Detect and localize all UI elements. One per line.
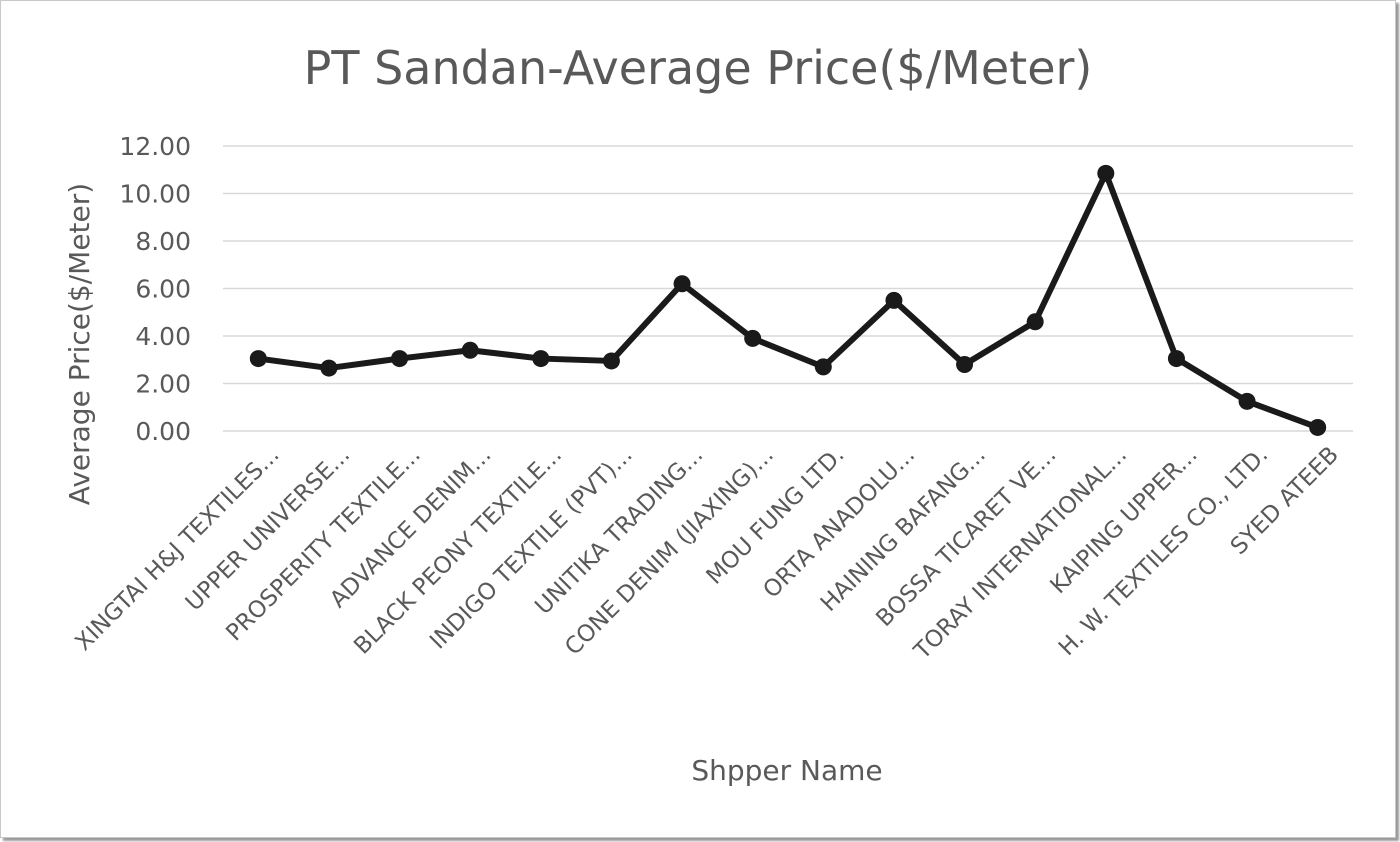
y-tick-label: 0.00 [135,417,191,446]
x-axis-title: Shpper Name [691,754,882,787]
gridlines [223,145,1353,432]
y-tick-label: 12.00 [119,132,191,161]
data-point [744,329,762,347]
data-point [249,350,267,368]
x-axis-category-labels: XINGTAI H&J TEXTILES...UPPER UNIVERSE...… [70,442,1343,665]
data-point [532,350,550,368]
y-tick-label: 4.00 [135,322,191,351]
data-point [885,291,903,309]
data-point [956,356,974,373]
y-tick-label: 6.00 [135,275,191,304]
data-point [1097,164,1115,182]
chart-title: PT Sandan-Average Price($/Meter) [303,41,1093,95]
series-average-price [249,164,1327,436]
data-point [673,275,691,293]
series-line [255,170,1321,431]
data-point [1238,392,1256,410]
y-axis-tick-labels: 0.00 2.00 4.00 6.00 8.00 10.00 12.00 [119,132,191,446]
data-point [1026,313,1044,331]
data-point [461,341,479,359]
data-point [1167,350,1185,368]
data-point [320,359,338,377]
y-tick-label: 8.00 [135,227,191,256]
data-point [602,352,620,370]
y-tick-label: 10.00 [119,180,191,209]
data-point [814,358,832,376]
data-point [391,350,409,368]
data-point [1309,418,1327,436]
y-axis-title: Average Price($/Meter) [63,183,96,505]
y-tick-label: 2.00 [135,370,191,399]
